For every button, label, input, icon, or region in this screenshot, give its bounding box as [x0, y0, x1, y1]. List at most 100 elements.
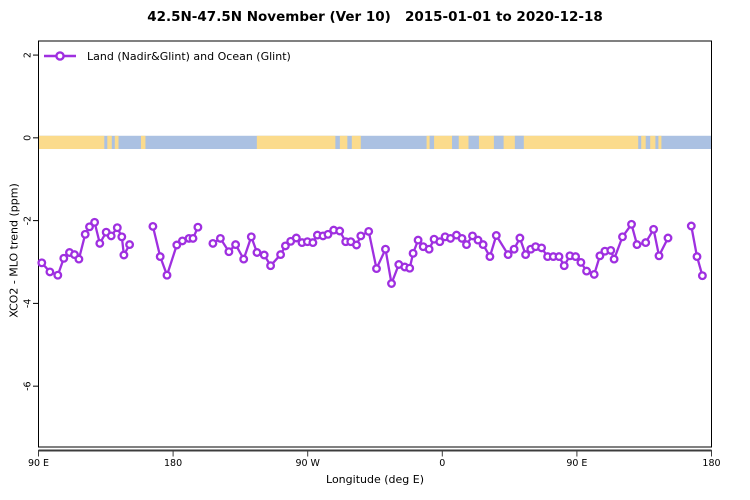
data-point-marker: [308, 238, 318, 248]
x-tick-label: 90 E: [28, 458, 49, 469]
chart-title: 42.5N-47.5N November (Ver 10) 2015-01-01…: [147, 9, 603, 25]
data-point-marker: [259, 250, 269, 260]
data-point-marker: [323, 229, 333, 239]
data-point-marker: [352, 240, 361, 250]
map-strip-land: [339, 135, 348, 150]
data-point-marker: [515, 233, 525, 243]
data-point-marker: [663, 233, 673, 243]
data-point-marker: [372, 264, 381, 274]
data-point-marker: [468, 231, 477, 241]
data-point-marker: [37, 258, 47, 268]
data-point-marker: [291, 233, 301, 243]
data-point-marker: [266, 261, 276, 271]
map-strip-land: [658, 135, 662, 150]
data-point-marker: [90, 217, 100, 227]
data-point-marker: [106, 231, 116, 241]
data-point-marker: [215, 233, 225, 243]
data-point-marker: [697, 271, 707, 281]
data-point-marker: [405, 263, 415, 273]
data-point-marker: [148, 221, 158, 231]
data-point-marker: [457, 233, 467, 243]
data-point-marker: [193, 222, 203, 232]
data-point-marker: [53, 270, 63, 280]
data-point-marker: [503, 250, 513, 260]
data-point-marker: [435, 237, 445, 247]
data-point-marker: [606, 245, 616, 255]
y-tick-label: -2: [23, 216, 34, 225]
map-strip-land: [351, 135, 361, 150]
data-point-marker: [686, 221, 696, 231]
map-strip-sea-patch: [468, 135, 479, 150]
data-point-marker: [224, 247, 234, 257]
data-point-marker: [356, 231, 366, 241]
data-line-segment: [690, 224, 704, 277]
x-tick-label: 90 W: [295, 458, 320, 469]
data-point-marker: [571, 252, 581, 262]
data-point-marker: [509, 244, 519, 254]
data-point-marker: [280, 241, 290, 251]
map-strip-sea-patch: [429, 135, 435, 150]
y-tick-label: -6: [23, 381, 34, 390]
map-strip-sea-patch: [514, 135, 524, 150]
data-point-marker: [208, 238, 218, 248]
data-point-marker: [172, 240, 182, 250]
data-point-marker: [85, 222, 94, 232]
data-point-marker: [424, 244, 434, 254]
legend-label: Land (Nadir&Glint) and Ocean (Glint): [87, 49, 291, 63]
data-point-marker: [589, 269, 599, 279]
data-point-marker: [478, 240, 488, 250]
data-point-marker: [462, 240, 471, 250]
data-line-segment: [151, 225, 200, 277]
map-strip-land: [256, 135, 336, 150]
map-strip-land: [426, 135, 639, 150]
data-point-marker: [381, 244, 390, 254]
data-point-marker: [74, 254, 84, 264]
data-point-marker: [627, 219, 636, 229]
x-axis-label: Longitude (deg E): [326, 473, 424, 486]
data-point-marker: [632, 240, 642, 250]
data-point-marker: [239, 254, 249, 264]
data-point-marker: [95, 238, 105, 248]
data-point-marker: [117, 232, 127, 242]
data-point-marker: [582, 266, 592, 276]
data-point-marker: [59, 253, 69, 263]
data-point-marker: [413, 235, 423, 245]
data-point-marker: [231, 240, 241, 250]
x-tick-label: 180: [164, 458, 182, 469]
data-point-marker: [473, 235, 483, 245]
data-point-marker: [162, 270, 172, 280]
x-tick-label: 90 E: [566, 458, 587, 469]
data-point-marker: [609, 254, 619, 264]
data-point-marker: [595, 251, 605, 261]
data-point-marker: [252, 248, 262, 257]
map-strip-land: [641, 135, 646, 150]
map-strip-sea-patch: [452, 135, 459, 150]
y-axis-label: XCO2 - MLO trend (ppm): [7, 183, 21, 318]
map-strip-land: [38, 135, 105, 150]
data-point-marker: [80, 229, 90, 239]
data-point-marker: [45, 267, 55, 277]
data-point-marker: [559, 261, 569, 271]
data-point-marker: [119, 250, 129, 260]
data-point-marker: [521, 250, 531, 260]
data-point-marker: [112, 223, 122, 233]
x-tick-label: 180: [702, 458, 720, 469]
data-point-marker: [246, 232, 256, 242]
data-point-marker: [485, 252, 495, 262]
x-tick-label: 0: [439, 458, 445, 469]
data-point-marker: [654, 251, 664, 261]
data-point-marker: [364, 226, 374, 236]
data-point-marker: [618, 232, 627, 242]
data-point-marker: [155, 252, 165, 262]
data-point-marker: [641, 238, 651, 248]
y-tick-label: 0: [23, 135, 34, 141]
data-point-marker: [576, 257, 586, 267]
legend-marker-icon: [44, 51, 76, 61]
data-point-marker: [537, 243, 547, 253]
data-point-marker: [554, 252, 564, 262]
data-point-marker: [276, 250, 286, 260]
y-tick-label: 2: [23, 52, 34, 58]
y-tick-label: -4: [23, 299, 34, 308]
